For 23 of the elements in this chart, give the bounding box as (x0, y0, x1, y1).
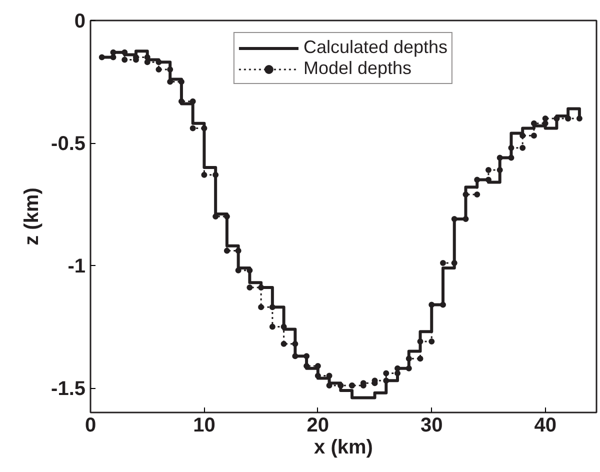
point (394, 365, 401, 372)
y-tick-label: -1 (68, 256, 86, 278)
y-tick-label: 0 (74, 10, 86, 32)
point (98, 54, 105, 60)
legend-label: Calculated depths (303, 37, 448, 58)
point (292, 353, 298, 360)
y-axis-title: z (km) (21, 188, 44, 246)
point (474, 176, 480, 183)
x-tick-label: 10 (193, 414, 216, 436)
point (269, 304, 276, 310)
x-tick-label: 20 (306, 414, 330, 436)
point (110, 49, 116, 56)
legend-label: Model depths (303, 58, 412, 79)
y-tick-label: -0.5 (51, 133, 86, 155)
point (156, 59, 162, 66)
y-tick-label: -1.5 (51, 378, 86, 400)
point (496, 154, 503, 161)
x-axis-title: x (km) (314, 436, 373, 458)
point (451, 216, 458, 222)
point (383, 378, 390, 384)
x-tick-label: 40 (534, 414, 556, 436)
x-tick-label: 30 (420, 414, 443, 436)
point (428, 302, 435, 308)
